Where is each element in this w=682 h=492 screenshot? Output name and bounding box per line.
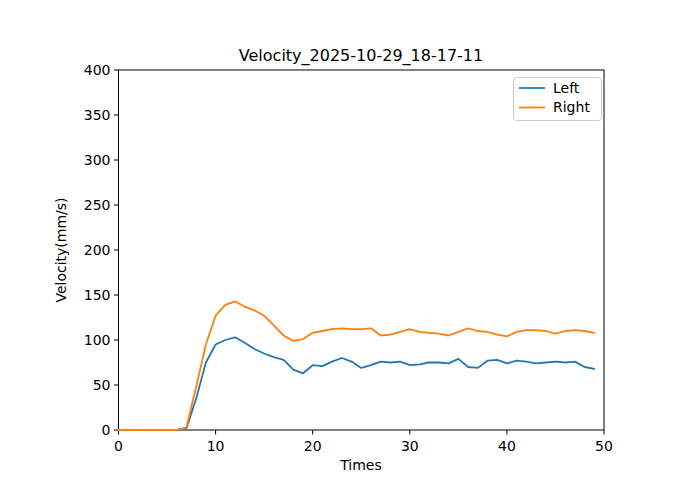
- figure-container: Velocity_2025-10-29_18-17-11 05010015020…: [0, 0, 682, 492]
- chart-svg: Velocity_2025-10-29_18-17-11 05010015020…: [0, 0, 682, 492]
- x-tick-label: 10: [207, 438, 225, 454]
- y-tick-label: 150: [84, 287, 111, 303]
- x-tick-label: 30: [401, 438, 419, 454]
- x-axis-label: Times: [339, 457, 382, 473]
- chart-title: Velocity_2025-10-29_18-17-11: [239, 46, 483, 66]
- series-lines: [119, 301, 595, 430]
- plot-border: [119, 70, 605, 430]
- legend-label-left: Left: [553, 80, 580, 96]
- y-tick-label: 400: [84, 62, 111, 78]
- y-tick-label: 100: [84, 332, 111, 348]
- y-axis-ticks: 0 50 100 150 200 250 300 350 400: [84, 62, 119, 438]
- x-tick-label: 50: [595, 438, 613, 454]
- y-axis-label: Velocity(mm/s): [53, 197, 69, 302]
- y-tick-label: 250: [84, 197, 111, 213]
- y-tick-label: 200: [84, 242, 111, 258]
- x-axis-ticks: 0 10 20 30 40 50: [114, 430, 613, 454]
- x-tick-label: 40: [498, 438, 516, 454]
- legend: Left Right: [514, 78, 602, 121]
- y-tick-label: 350: [84, 107, 111, 123]
- y-tick-label: 300: [84, 152, 111, 168]
- x-tick-label: 0: [114, 438, 123, 454]
- x-tick-label: 20: [304, 438, 322, 454]
- legend-label-right: Right: [553, 99, 590, 115]
- y-tick-label: 0: [102, 422, 111, 438]
- y-tick-label: 50: [93, 377, 111, 393]
